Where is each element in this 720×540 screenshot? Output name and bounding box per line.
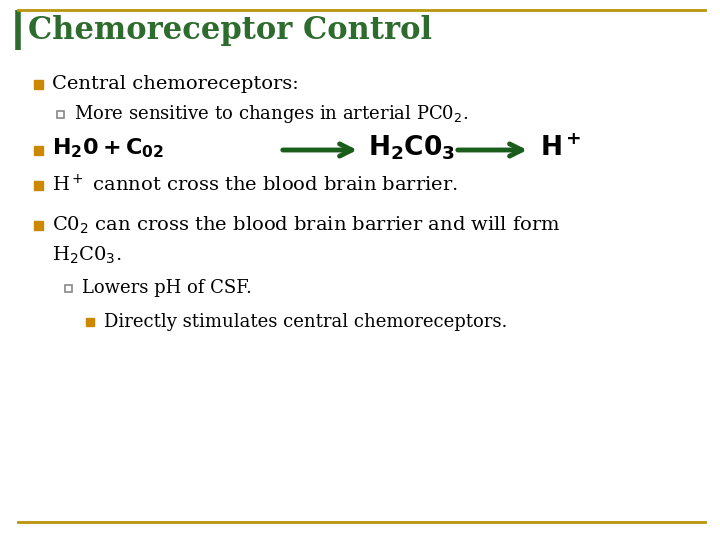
Text: $\mathbf{H_2C0_3}$: $\mathbf{H_2C0_3}$ (368, 134, 455, 162)
Text: Central chemoreceptors:: Central chemoreceptors: (52, 75, 299, 93)
Bar (65, 285, 71, 292)
Bar (34, 180, 42, 190)
Bar (34, 79, 42, 89)
Bar (86, 318, 94, 326)
Text: Lowers pH of CSF.: Lowers pH of CSF. (82, 279, 252, 297)
Bar (34, 220, 42, 230)
Text: $\mathbf{H^+}$: $\mathbf{H^+}$ (540, 135, 582, 161)
Bar (56, 111, 63, 118)
Text: $\mathbf{H_2}$$\mathbf{0 + C_{02}}$: $\mathbf{H_2}$$\mathbf{0 + C_{02}}$ (52, 136, 164, 160)
Text: H$_2$C0$_3$.: H$_2$C0$_3$. (52, 244, 122, 266)
Text: More sensitive to changes in arterial PC0$_2$.: More sensitive to changes in arterial PC… (74, 103, 468, 125)
Text: H$^+$ cannot cross the blood brain barrier.: H$^+$ cannot cross the blood brain barri… (52, 174, 458, 195)
Text: Directly stimulates central chemoreceptors.: Directly stimulates central chemorecepto… (104, 313, 508, 331)
Text: Chemoreceptor Control: Chemoreceptor Control (28, 15, 432, 45)
Bar (34, 145, 42, 154)
Text: C0$_2$ can cross the blood brain barrier and will form: C0$_2$ can cross the blood brain barrier… (52, 214, 561, 235)
